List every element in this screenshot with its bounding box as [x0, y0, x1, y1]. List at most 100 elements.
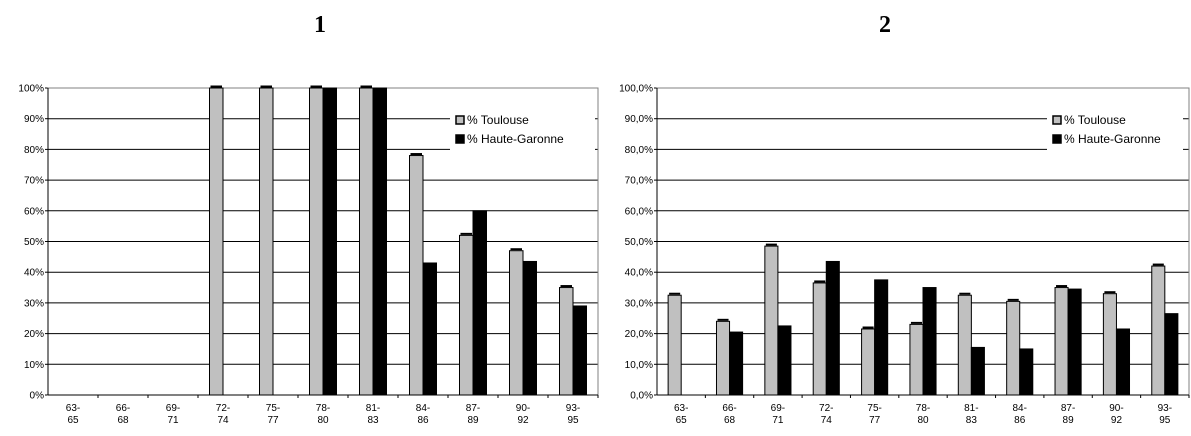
bar-haute-garonne	[522, 260, 537, 396]
x-tick-label: 63-	[66, 403, 80, 414]
x-tick-label: 89	[467, 415, 479, 426]
bar-haute-garonne	[729, 331, 744, 396]
legend-swatch-haute-garonne	[455, 134, 465, 144]
bar-toulouse	[509, 250, 524, 396]
x-tick-label: 71	[167, 415, 179, 426]
bar-toulouse	[667, 294, 682, 396]
chart-panel-1: 1 0% 10% 20% 30% 40% 50% 60% 70% 80% 90% 100% 63- 65…	[18, 12, 599, 426]
y-tick-label: 80,0%	[625, 145, 653, 156]
x-tick-label: 93-	[1158, 403, 1172, 414]
bar-toulouse	[1054, 287, 1069, 396]
x-tick-label: 92	[1111, 415, 1123, 426]
y-tick-label: 30%	[24, 298, 44, 309]
x-tick-label: 86	[1014, 415, 1026, 426]
x-tick-label: 84-	[1013, 403, 1027, 414]
bar-haute-garonne	[970, 346, 985, 396]
x-tick-label: 95	[567, 415, 579, 426]
bar-toulouse	[1102, 293, 1117, 396]
y-tick-label: 100,0%	[619, 84, 653, 95]
bar-haute-garonne	[922, 287, 937, 396]
legend-box	[1047, 108, 1183, 154]
x-tick-label: 72-	[819, 403, 833, 414]
bar-toulouse	[409, 155, 424, 396]
bar-toulouse	[1151, 265, 1166, 396]
bar-haute-garonne	[825, 260, 840, 396]
x-tick-label: 69-	[771, 403, 785, 414]
x-tick-label: 63-	[674, 403, 688, 414]
x-tick-label: 71	[772, 415, 784, 426]
bar-haute-garonne	[372, 87, 387, 396]
x-tick-label: 74	[821, 415, 833, 426]
bar-toulouse	[259, 87, 274, 396]
y-tick-label: 40%	[24, 268, 44, 279]
bar-toulouse	[764, 245, 779, 396]
bar-toulouse	[957, 294, 972, 396]
x-tick-label: 90-	[516, 403, 530, 414]
bar-toulouse	[909, 323, 924, 396]
bar-toulouse	[861, 328, 876, 396]
legend-label: % Haute-Garonne	[467, 132, 564, 146]
x-tick-label: 86	[417, 415, 429, 426]
x-tick-label: 66-	[722, 403, 736, 414]
x-tick-label: 83	[367, 415, 379, 426]
x-tick-label: 72-	[216, 403, 230, 414]
chart-title: 1	[314, 12, 326, 38]
y-tick-label: 70%	[24, 176, 44, 187]
x-tick-label: 93-	[566, 403, 580, 414]
y-tick-label: 10%	[24, 360, 44, 371]
y-tick-label: 50%	[24, 237, 44, 248]
bar-haute-garonne	[1019, 348, 1034, 396]
y-tick-label: 80%	[24, 145, 44, 156]
bar-toulouse	[209, 87, 224, 396]
x-tick-label: 69-	[166, 403, 180, 414]
y-tick-label: 90%	[24, 114, 44, 125]
legend-swatch-toulouse	[1052, 115, 1062, 125]
bar-toulouse	[359, 87, 374, 396]
x-tick-label: 77	[267, 415, 279, 426]
bar-toulouse	[559, 287, 574, 396]
legend-label: % Toulouse	[1064, 113, 1126, 127]
x-tick-label: 80	[917, 415, 929, 426]
bar-haute-garonne	[1067, 288, 1082, 396]
bar-toulouse	[309, 87, 324, 396]
x-tick-label: 78-	[916, 403, 930, 414]
legend-swatch-haute-garonne	[1052, 134, 1062, 144]
legend-box	[450, 108, 595, 154]
x-tick-label: 87-	[466, 403, 480, 414]
x-tick-label: 66-	[116, 403, 130, 414]
x-tick-label: 89	[1063, 415, 1075, 426]
y-tick-label: 10,0%	[625, 360, 653, 371]
x-tick-label: 92	[517, 415, 529, 426]
y-tick-label: 90,0%	[625, 114, 653, 125]
bar-haute-garonne	[422, 262, 437, 396]
chart-panel-2: 2 0,0% 10,0% 20,0% 30,0% 40,0% 50,0% 60,0% 70,0…	[600, 0, 1191, 436]
bar-haute-garonne	[874, 279, 889, 396]
y-tick-label: 60,0%	[625, 206, 653, 217]
y-tick-label: 0,0%	[630, 391, 653, 402]
x-tick-label: 78-	[316, 403, 330, 414]
x-tick-label: 68	[117, 415, 129, 426]
bar-haute-garonne	[777, 325, 792, 396]
legend-swatch-toulouse	[455, 115, 465, 125]
y-tick-label: 30,0%	[625, 298, 653, 309]
bar-toulouse	[1006, 300, 1021, 396]
x-tick-label: 84-	[416, 403, 430, 414]
x-tick-label: 68	[724, 415, 736, 426]
x-tick-label: 95	[1159, 415, 1171, 426]
bar-haute-garonne	[1164, 313, 1179, 396]
legend-label: % Toulouse	[467, 113, 529, 127]
bar-haute-garonne	[572, 305, 587, 396]
chart-svg: 0,0% 10,0% 20,0% 30,0% 40,0% 50,0% 60,0% 70,0% 8…	[619, 84, 1190, 426]
x-tick-label: 90-	[1109, 403, 1123, 414]
bar-toulouse	[459, 234, 474, 396]
x-tick-label: 81-	[366, 403, 380, 414]
x-tick-label: 74	[217, 415, 229, 426]
y-tick-label: 100%	[18, 84, 44, 95]
y-tick-label: 50,0%	[625, 237, 653, 248]
chart-title: 2	[879, 12, 891, 38]
legend-label: % Haute-Garonne	[1064, 132, 1161, 146]
x-tick-label: 65	[67, 415, 79, 426]
y-tick-label: 20,0%	[625, 329, 653, 340]
x-tick-label: 80	[317, 415, 329, 426]
bar-haute-garonne	[1115, 328, 1131, 396]
